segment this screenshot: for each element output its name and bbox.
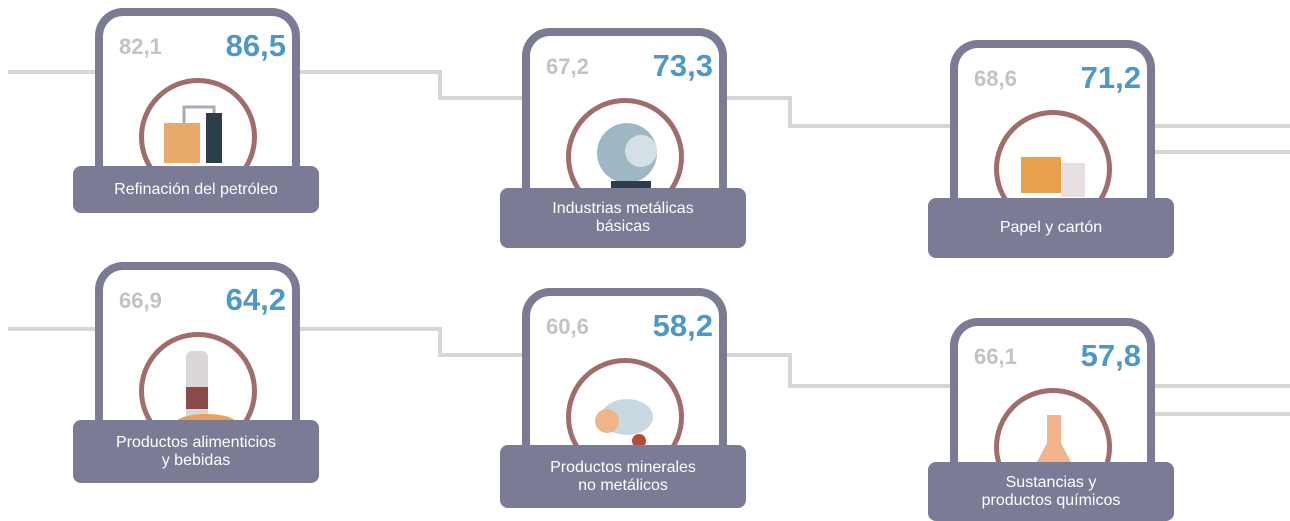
current-value: 57,8 xyxy=(1081,338,1141,374)
industry-card: 66,1 57,8 xyxy=(950,318,1155,478)
industry-card: 67,2 73,3 xyxy=(522,28,727,198)
previous-value: 66,1 xyxy=(974,344,1017,370)
current-value: 71,2 xyxy=(1081,60,1141,96)
industry-label: Sustancias y productos químicos xyxy=(928,462,1174,521)
industry-label: Refinación del petróleo xyxy=(73,166,319,213)
previous-value: 60,6 xyxy=(546,314,589,340)
previous-value: 68,6 xyxy=(974,66,1017,92)
current-value: 58,2 xyxy=(653,308,713,344)
current-value: 86,5 xyxy=(226,28,286,64)
industry-label: Industrias metálicas básicas xyxy=(500,188,746,248)
industry-label: Productos minerales no metálicos xyxy=(500,445,746,508)
industry-label: Papel y cartón xyxy=(928,198,1174,258)
current-value: 73,3 xyxy=(653,48,713,84)
industry-card: 60,6 58,2 xyxy=(522,288,727,458)
previous-value: 66,9 xyxy=(119,288,162,314)
industry-card: 66,9 64,2 xyxy=(95,262,300,432)
current-value: 64,2 xyxy=(226,282,286,318)
infographic: {"items": [ {"previous": "82,1", "curren… xyxy=(0,0,1290,521)
previous-value: 67,2 xyxy=(546,54,589,80)
previous-value: 82,1 xyxy=(119,34,162,60)
industry-card: 68,6 71,2 xyxy=(950,40,1155,210)
page: Industrias html, body { margin: 0; paddi… xyxy=(0,0,1290,521)
industry-card: 82,1 86,5 xyxy=(95,8,300,178)
industry-label: Productos alimenticios y bebidas xyxy=(73,420,319,483)
